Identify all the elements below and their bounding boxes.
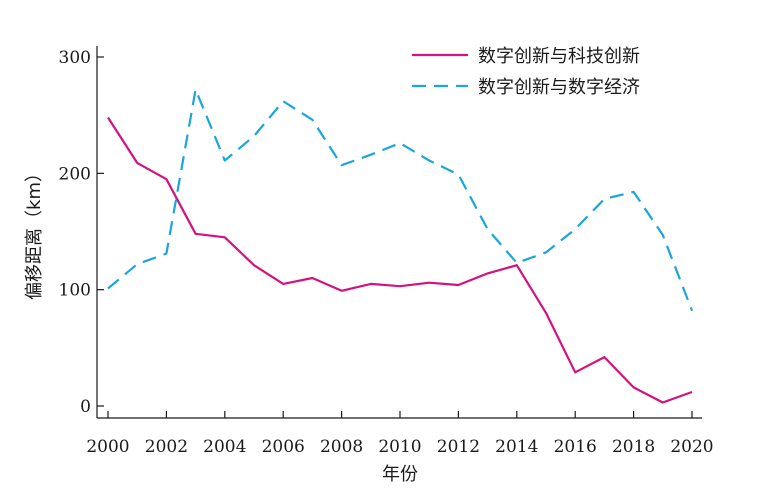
y-axis-title: 偏移距离（km） [24,164,45,300]
x-tick-label-2014: 2014 [495,437,538,457]
y-tick-label-100: 100 [59,281,91,301]
series-1-point-2000 [106,115,111,120]
series-line-2 [107,88,694,311]
series-2-point-2000 [106,286,111,291]
x-tick-label-2000: 2000 [86,437,129,457]
legend-label-2: 数字创新与数字经济 [478,77,640,98]
x-tick-label-2008: 2008 [320,437,363,457]
series-1-point-2009 [368,281,373,286]
series-2-point-2003 [193,87,198,92]
series-2-point-2001 [135,262,140,267]
series-1-point-2012 [456,283,461,288]
series-1-point-2013 [485,271,490,276]
y-tick-label-200: 200 [59,164,91,184]
series-2-point-2004 [222,158,227,163]
series-1-point-2019 [660,400,665,405]
series-2-point-2015 [544,250,549,255]
series-2-point-2007 [310,117,315,122]
x-tick-label-2002: 2002 [145,437,188,457]
y-tick-label-300: 300 [59,48,91,68]
y-tick-label-0: 0 [80,397,91,417]
series-line-1 [107,116,693,404]
x-tick-label-2018: 2018 [612,437,655,457]
series-1-point-2003 [193,231,198,236]
series-2-point-2010 [398,141,403,146]
series-layer [106,87,695,405]
series-2-point-2008 [339,163,344,168]
axes: 0 100 200 300 2000 2002 2004 2006 2008 2010 2012 20… [24,46,714,485]
x-tick-label-2020: 2020 [670,437,713,457]
series-1-point-2018 [631,385,636,390]
series-2-point-2011 [427,158,432,163]
series-2-point-2005 [252,134,257,139]
series-2-point-2002 [164,251,169,256]
x-axis-title: 年份 [382,464,418,485]
series-2-point-2018 [631,189,636,194]
series-1-point-2006 [281,281,286,286]
series-1-point-2016 [573,370,578,375]
series-2-point-2020 [690,308,695,313]
series-1-point-2007 [310,276,315,281]
series-1-point-2011 [427,280,432,285]
x-tick-label-2016: 2016 [554,437,597,457]
series-2-point-2019 [660,233,665,238]
series-1-point-2015 [544,310,549,315]
x-tick-label-2012: 2012 [437,437,480,457]
series-1-point-2008 [339,288,344,293]
series-2-point-2014 [514,260,519,265]
series-1-point-2004 [222,235,227,240]
series-1-point-2020 [690,390,695,395]
x-tick-label-2006: 2006 [262,437,305,457]
series-2-point-2006 [281,99,286,104]
series-2-point-2013 [485,227,490,232]
x-tick-label-2010: 2010 [378,437,421,457]
series-2-point-2017 [602,196,607,201]
x-tick-label-2004: 2004 [203,437,246,457]
series-1-point-2001 [135,160,140,165]
series-1-point-2017 [602,355,607,360]
series-2-point-2016 [573,227,578,232]
series-1-point-2010 [398,284,403,289]
legend-label-1: 数字创新与科技创新 [478,46,640,67]
series-2-point-2009 [368,152,373,157]
series-1-point-2002 [164,177,169,182]
series-2-point-2012 [456,172,461,177]
series-1-point-2005 [252,263,257,268]
